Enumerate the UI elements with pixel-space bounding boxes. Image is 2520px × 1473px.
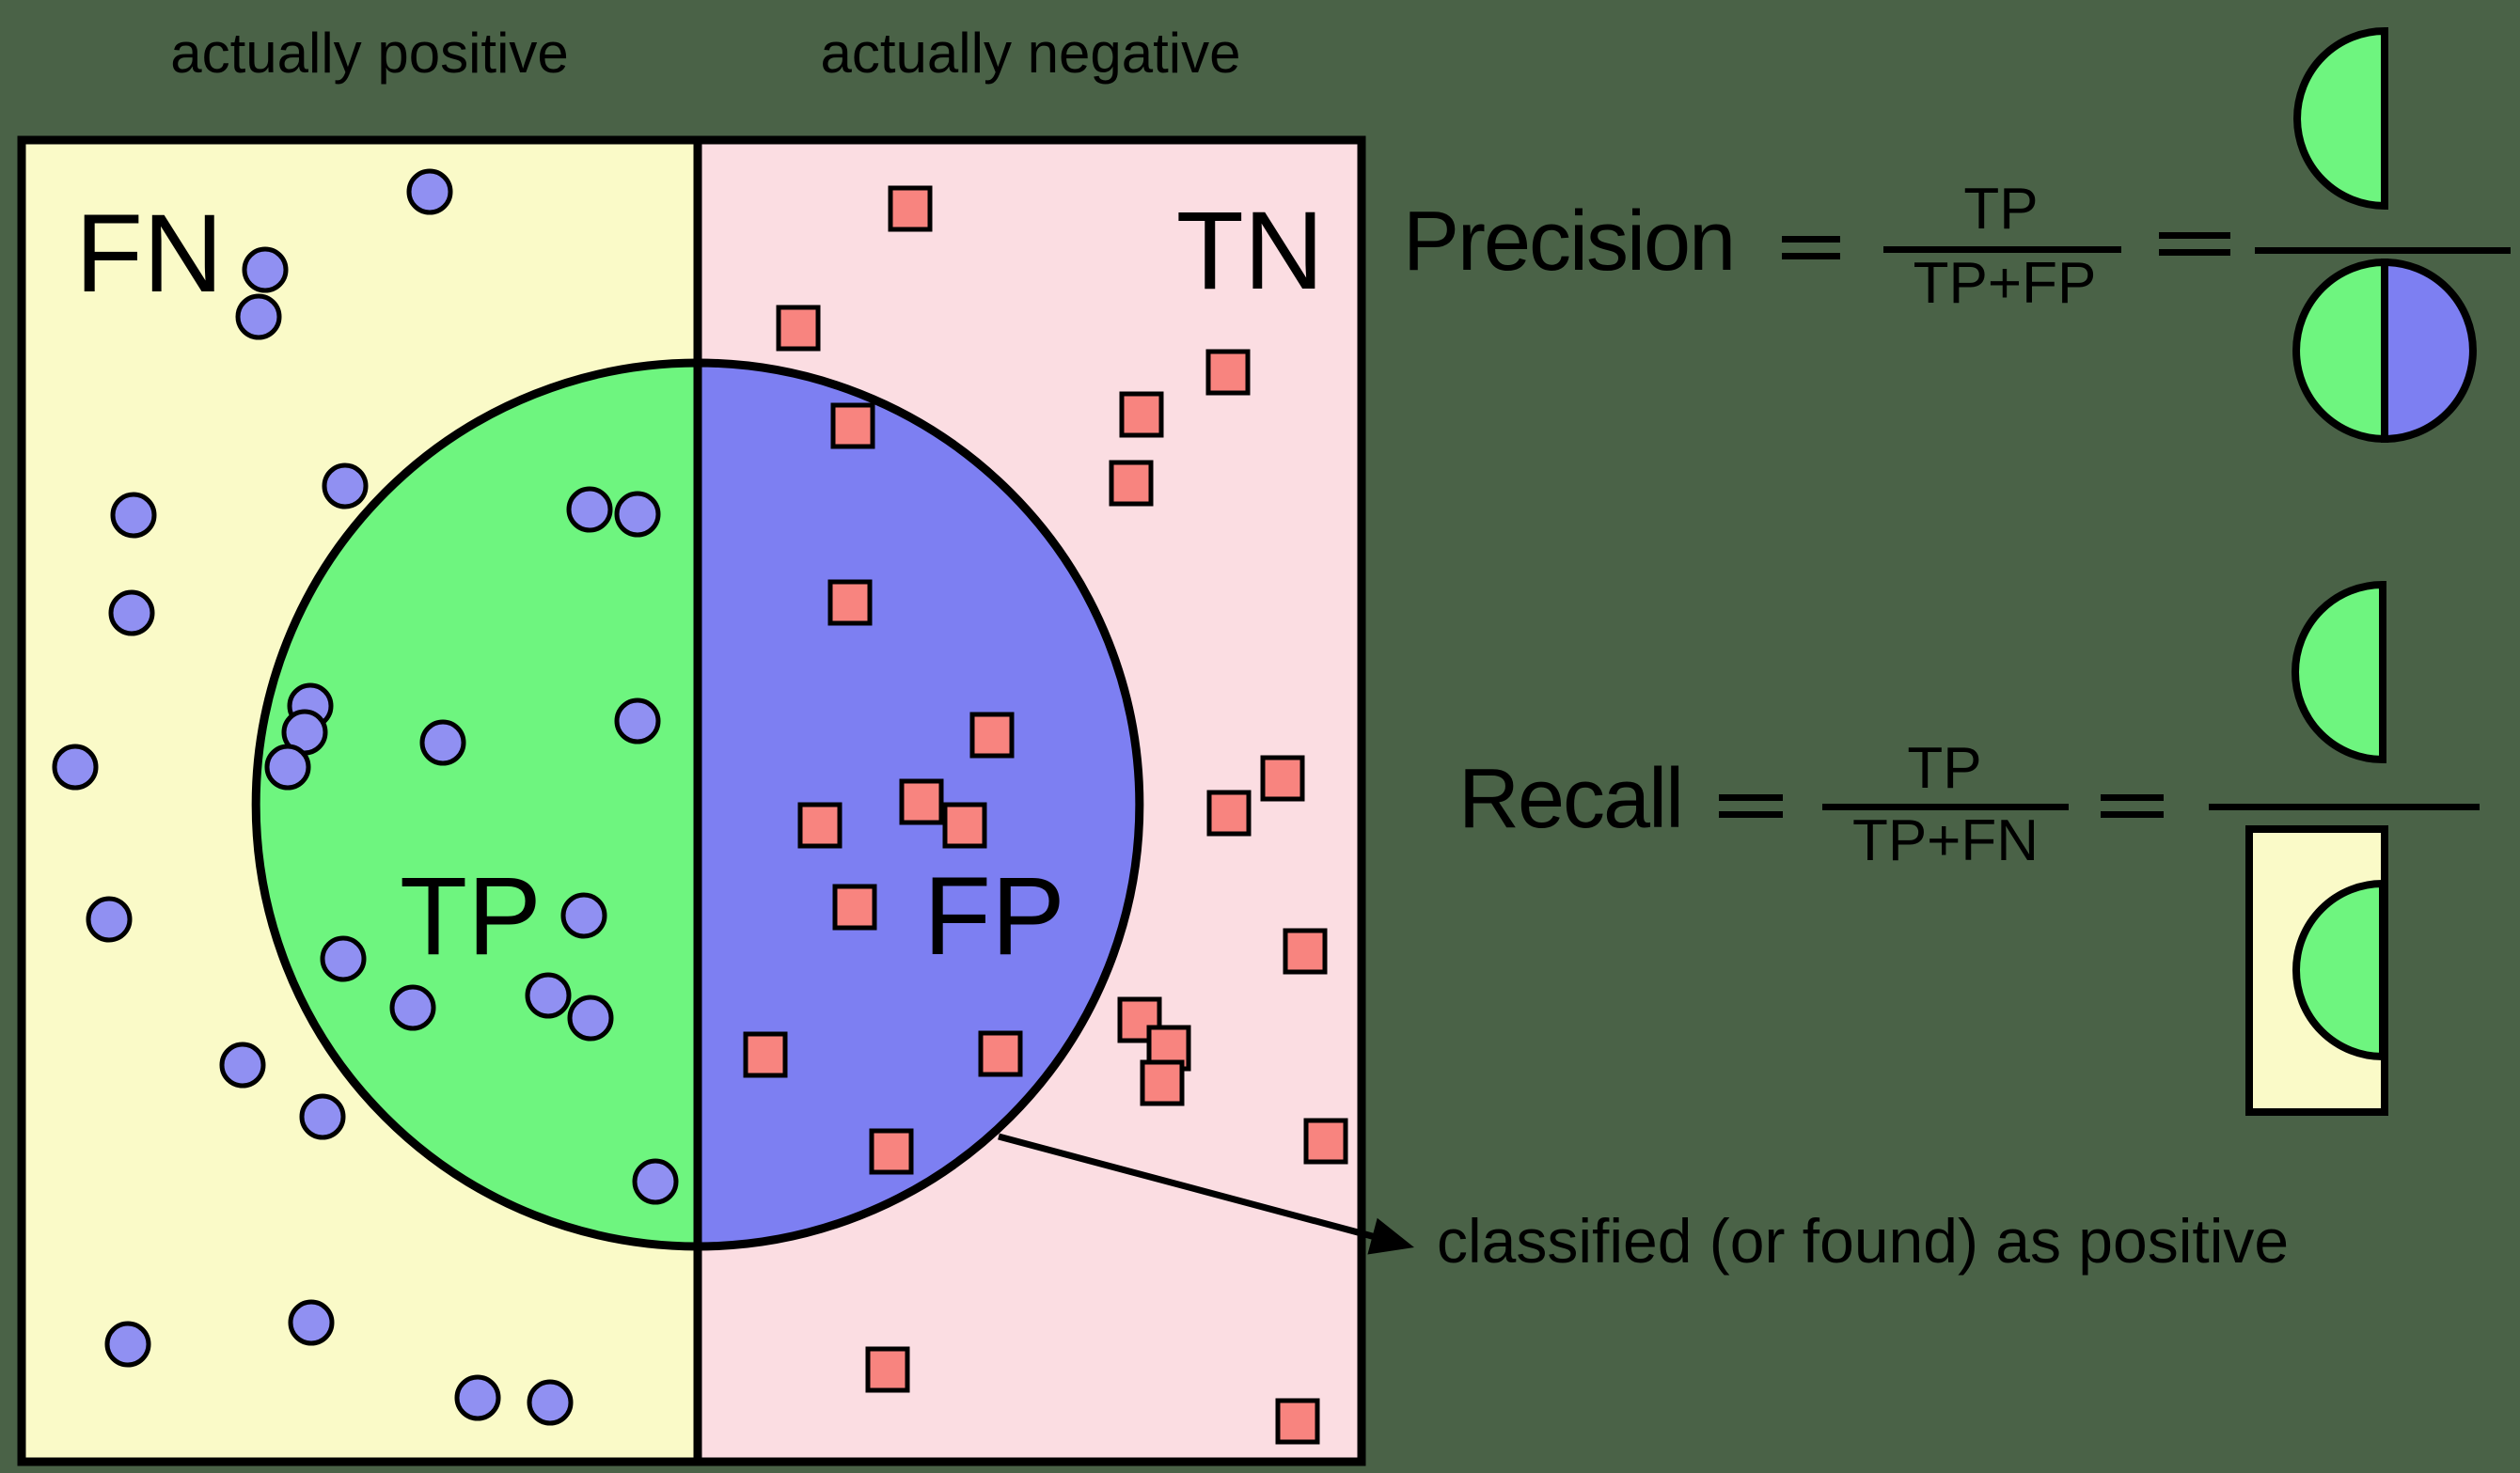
positive-item-dot [614,491,661,538]
positive-item-dot [632,1158,679,1205]
positive-item-dot [110,492,157,539]
negative-item-square [797,802,843,849]
positive-item-dot [525,972,572,1019]
positive-item-dot [527,1379,574,1426]
equals-sign-4 [2101,794,2164,818]
positive-item-dot [389,984,436,1031]
recall-pictorial-fraction-bar [2209,804,2480,810]
positive-item-dot [322,462,369,509]
precision-fraction-bar [1883,246,2121,253]
precision-fraction-numerator: TP [1963,177,2038,242]
classified-arrow [998,1133,1414,1255]
equals-sign-3 [1719,794,1783,818]
positive-item-dot [299,1093,346,1140]
equals-sign-1 [1782,236,1840,259]
positive-item-dot [406,168,453,215]
precision-pictorial-fraction-bar [2255,247,2511,254]
classified-annotation-label: classified (or found) as positive [1437,1206,2289,1276]
negative-item-square [1119,391,1164,438]
negative-item-square [888,185,933,232]
recall-numerator-half-circle-icon [2292,580,2386,764]
negative-item-square [1205,349,1251,396]
actually-positive-label: actually positive [170,22,569,85]
recall-denominator-rect-icon [2245,825,2388,1116]
positive-item-dot [560,892,607,939]
actually-negative-label: actually negative [821,22,1241,85]
negative-item-square [1283,928,1328,975]
positive-item-dot [235,293,282,340]
recall-fraction-numerator: TP [1907,736,1981,801]
precision-fraction-denominator: TP+FP [1914,251,2097,316]
negative-item-square [1303,1118,1348,1165]
negative-item-square [869,1128,914,1175]
negative-item-square [1275,1398,1320,1445]
arrow-line [998,1133,1379,1242]
negative-item-square [1260,755,1305,802]
positive-item-dot [288,1299,335,1346]
negative-item-square [899,778,944,825]
positive-item-dot [454,1374,501,1421]
squares-layer [743,185,1348,1445]
outer-rectangle-border [17,135,1366,1466]
precision-numerator-half-circle-icon [2293,26,2388,211]
negative-item-square [865,1346,910,1393]
negative-item-square [1109,460,1154,507]
negative-item-square [978,1030,1023,1077]
fn-label: FN [75,192,223,316]
positive-item-dot [104,1321,151,1368]
recall-word: Recall [1458,752,1682,846]
negative-item-square [942,802,987,849]
tn-label: TN [1176,189,1324,313]
recall-fraction-bar [1822,804,2069,810]
positive-item-dot [242,246,289,293]
positive-item-dot [264,744,311,791]
negative-item-square [969,712,1015,759]
equals-sign-2 [2159,232,2230,256]
negative-item-square [1206,790,1252,837]
positive-item-dot [614,697,661,744]
positive-item-dot [320,935,367,982]
recall-fraction-denominator: TP+FN [1852,808,2039,873]
positive-item-dot [108,589,155,636]
positive-item-dot [566,486,613,533]
fp-label: FP [923,854,1065,979]
arrow-head-icon [1367,1217,1414,1255]
positive-item-dot [219,1042,266,1089]
negative-item-square [832,884,877,931]
positive-item-dot [567,995,614,1042]
negative-item-square [743,1031,788,1078]
dots-layer [52,168,679,1426]
positive-item-dot [86,896,133,943]
negative-item-square [776,305,821,352]
precision-word: Precision [1403,195,1734,289]
positive-item-dot [52,744,99,791]
positive-item-dot [419,719,466,766]
precision-denominator-circle-icon [2292,258,2477,444]
tp-label: TP [400,854,542,979]
negative-item-square [830,402,875,449]
negative-item-square [827,579,873,626]
negative-item-square [1140,1059,1185,1106]
